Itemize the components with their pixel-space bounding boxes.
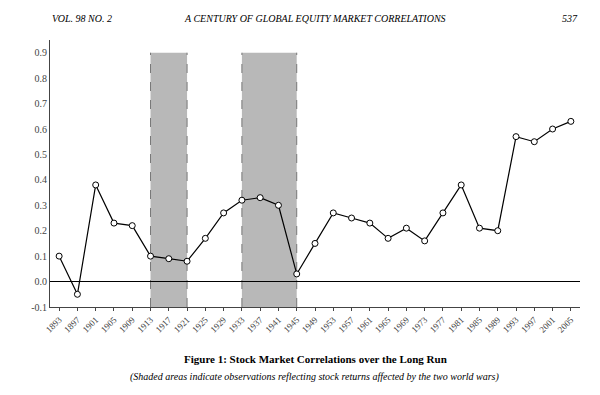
svg-text:1981: 1981: [446, 315, 466, 335]
svg-text:1897: 1897: [62, 314, 82, 334]
svg-text:0.0: 0.0: [35, 276, 48, 287]
svg-text:1909: 1909: [117, 314, 137, 334]
svg-text:1929: 1929: [208, 314, 228, 334]
svg-text:1905: 1905: [99, 314, 119, 334]
svg-text:0.5: 0.5: [35, 149, 48, 160]
svg-text:1973: 1973: [409, 314, 429, 334]
svg-text:1961: 1961: [355, 315, 375, 335]
svg-text:1957: 1957: [336, 314, 356, 334]
svg-text:1989: 1989: [483, 314, 503, 334]
svg-text:1893: 1893: [44, 314, 64, 334]
svg-text:1913: 1913: [135, 314, 155, 334]
svg-text:1993: 1993: [501, 314, 521, 334]
svg-text:-0.1: -0.1: [31, 302, 47, 313]
svg-text:2005: 2005: [556, 314, 576, 334]
svg-text:VOL. 98 NO. 2: VOL. 98 NO. 2: [52, 13, 112, 24]
svg-text:1965: 1965: [373, 314, 393, 334]
svg-text:1953: 1953: [318, 314, 338, 334]
svg-text:0.1: 0.1: [35, 251, 48, 262]
svg-text:0.6: 0.6: [35, 124, 48, 135]
svg-text:Figure 1: Stock Market Correla: Figure 1: Stock Market Correlations over…: [184, 353, 447, 365]
svg-text:0.4: 0.4: [35, 174, 48, 185]
svg-text:1937: 1937: [245, 314, 265, 334]
svg-text:1941: 1941: [263, 315, 283, 335]
svg-text:0.7: 0.7: [35, 98, 48, 109]
svg-text:1977: 1977: [428, 314, 448, 334]
svg-text:1949: 1949: [300, 314, 320, 334]
svg-text:537: 537: [562, 13, 578, 24]
svg-text:1901: 1901: [80, 315, 100, 335]
svg-text:1925: 1925: [190, 314, 210, 334]
svg-text:1921: 1921: [172, 315, 192, 335]
svg-text:2001: 2001: [537, 315, 557, 335]
svg-text:1985: 1985: [464, 314, 484, 334]
svg-text:(Shaded areas indicate observa: (Shaded areas indicate observations refl…: [130, 371, 500, 383]
svg-text:1997: 1997: [519, 314, 539, 334]
svg-text:1969: 1969: [391, 314, 411, 334]
svg-text:0.3: 0.3: [35, 200, 48, 211]
svg-text:1945: 1945: [282, 314, 302, 334]
svg-text:1933: 1933: [227, 314, 247, 334]
svg-text:A CENTURY OF GLOBAL EQUITY MAR: A CENTURY OF GLOBAL EQUITY MARKET CORREL…: [184, 13, 446, 24]
svg-text:0.8: 0.8: [35, 73, 48, 84]
svg-text:0.9: 0.9: [35, 47, 48, 58]
svg-text:1917: 1917: [154, 314, 174, 334]
svg-text:0.2: 0.2: [35, 225, 48, 236]
